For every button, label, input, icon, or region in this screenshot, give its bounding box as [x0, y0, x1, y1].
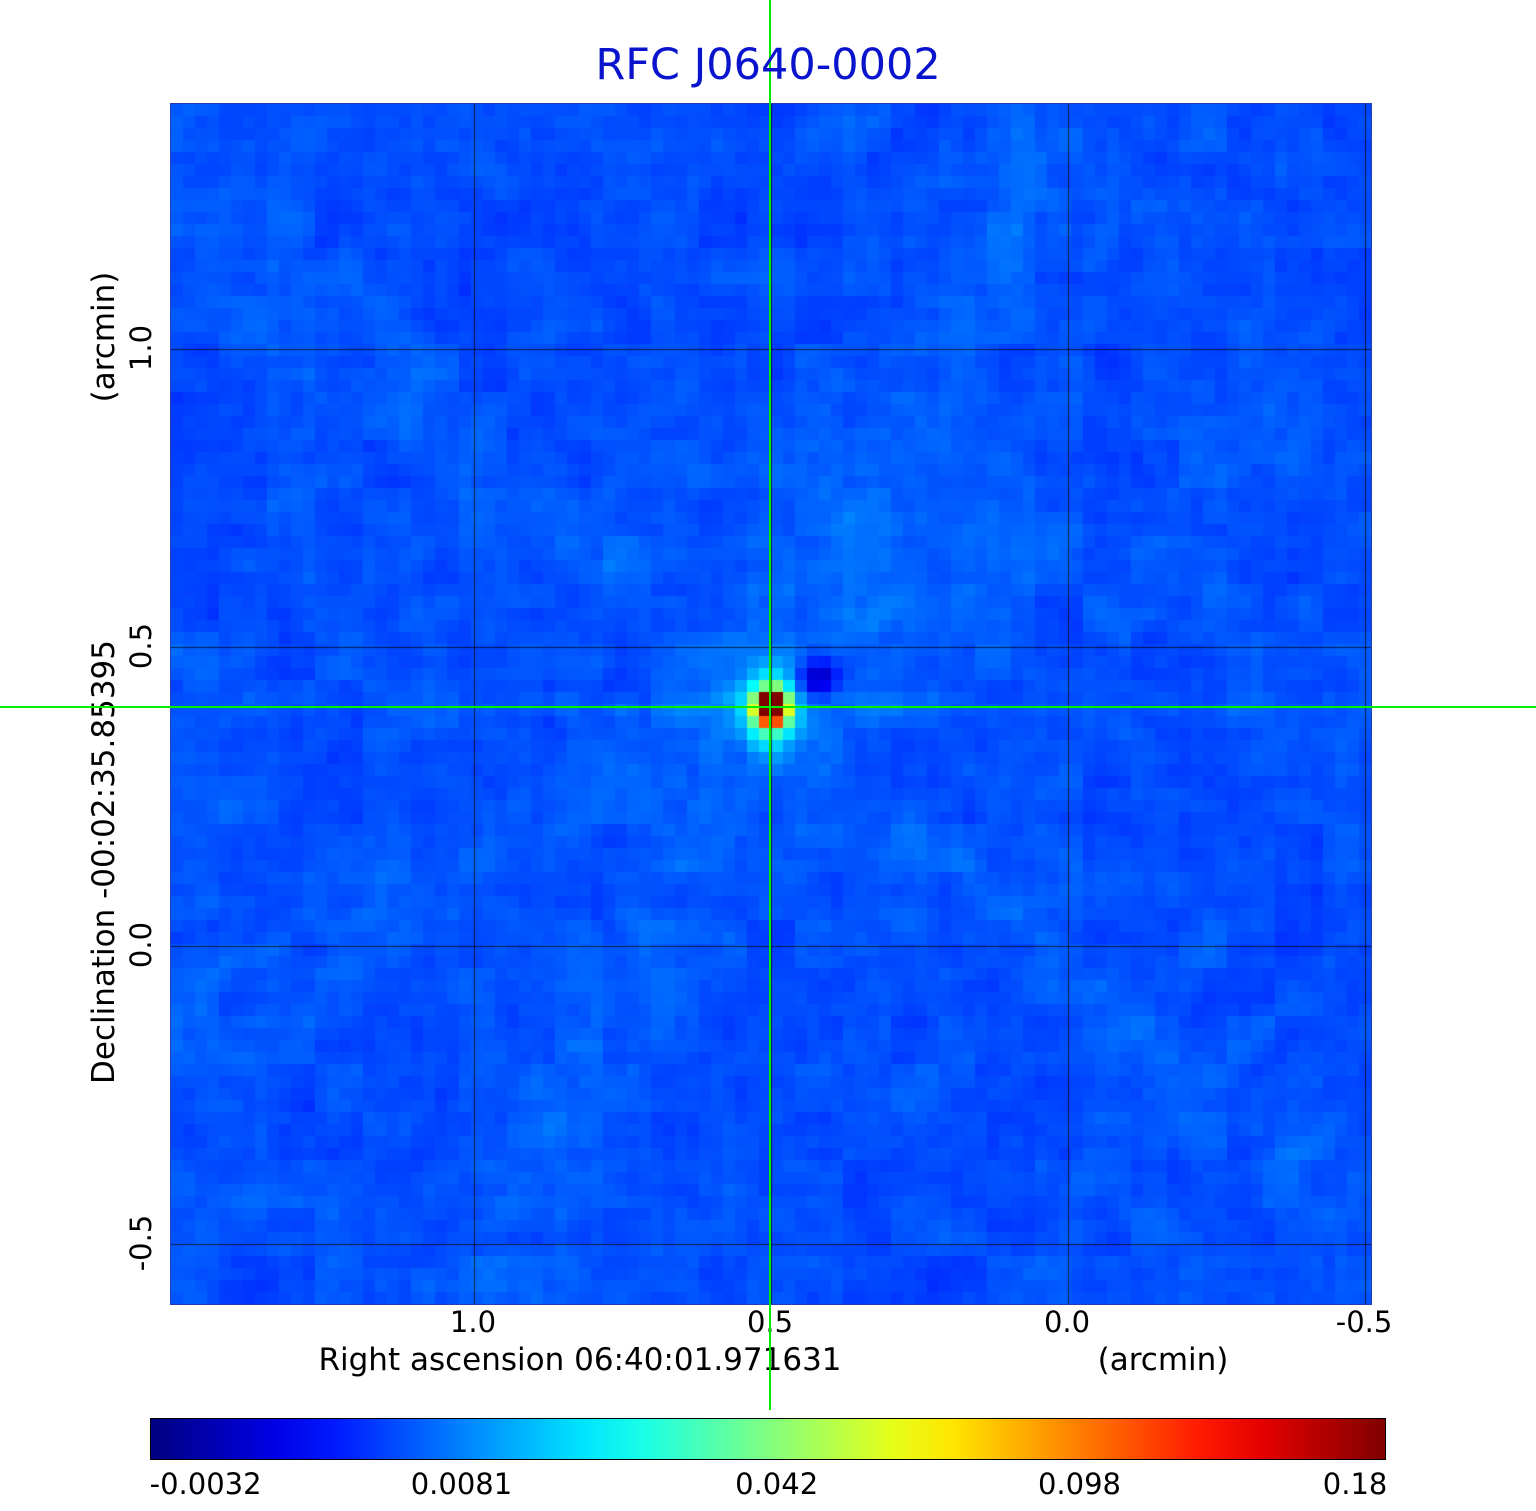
colorbar-tick-label: 0.042: [735, 1467, 819, 1501]
colorbar: [150, 1418, 1386, 1460]
y-tick-label: 0.5: [124, 623, 158, 670]
crosshair-horizontal-line: [0, 706, 1536, 709]
y-axis-unit-label: (arcmin): [86, 271, 122, 403]
x-tick-label: -0.5: [1335, 1305, 1393, 1339]
x-axis-unit-label: (arcmin): [1097, 1342, 1229, 1378]
plot-area: [170, 103, 1372, 1305]
y-tick-label: 0.0: [124, 921, 158, 968]
colorbar-tick-label: -0.0032: [149, 1467, 262, 1501]
x-axis-label: Right ascension 06:40:01.971631: [318, 1342, 842, 1378]
y-tick-label: 1.0: [124, 324, 158, 371]
colorbar-tick-label: 0.0081: [410, 1467, 513, 1501]
x-tick-label: 1.0: [449, 1305, 497, 1339]
x-tick-label: 0.0: [1043, 1305, 1091, 1339]
colorbar-tick-label: 0.098: [1037, 1467, 1121, 1501]
heatmap-canvas: [171, 104, 1371, 1304]
y-tick-label: -0.5: [124, 1215, 158, 1272]
crosshair-vertical-line: [769, 0, 771, 1410]
figure-title: RFC J0640-0002: [595, 40, 941, 90]
colorbar-tick-label: 0.18: [1322, 1467, 1388, 1501]
